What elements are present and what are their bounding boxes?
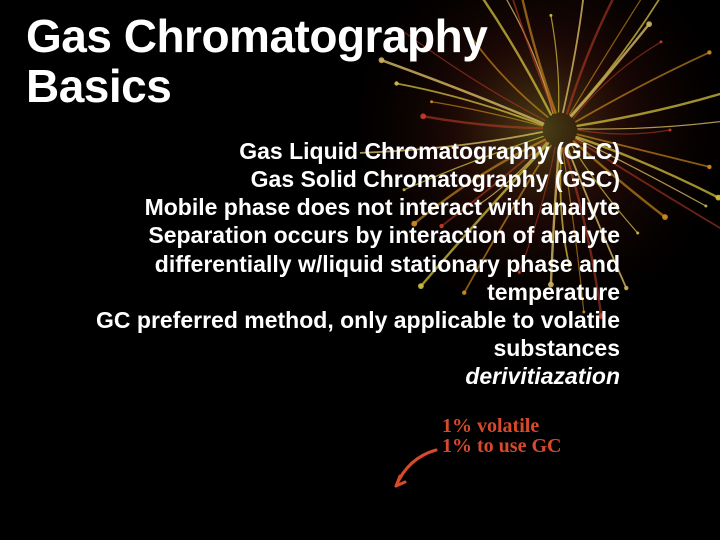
title-line-2: Basics [26,60,171,112]
slide-container: Gas Chromatography Basics Gas Liquid Chr… [0,0,720,540]
title-line-1: Gas Chromatography [26,10,487,62]
body-line: Mobile phase does not interact with anal… [80,193,620,221]
body-line: Separation occurs by interaction of anal… [80,221,620,305]
slide-body: Gas Liquid Chromatography (GLC) Gas Soli… [20,137,680,389]
body-line: GC preferred method, only applicable to … [80,306,620,362]
handwritten-annotation: 1% volatile 1% to use GC [442,416,561,456]
body-line-italic: derivitiazation [80,362,620,390]
slide-title: Gas Chromatography Basics [20,12,680,111]
annotation-line-1: 1% volatile [442,416,561,436]
annotation-line-2: 1% to use GC [442,436,561,456]
body-line: Gas Solid Chromatography (GSC) [80,165,620,193]
body-line: Gas Liquid Chromatography (GLC) [80,137,620,165]
